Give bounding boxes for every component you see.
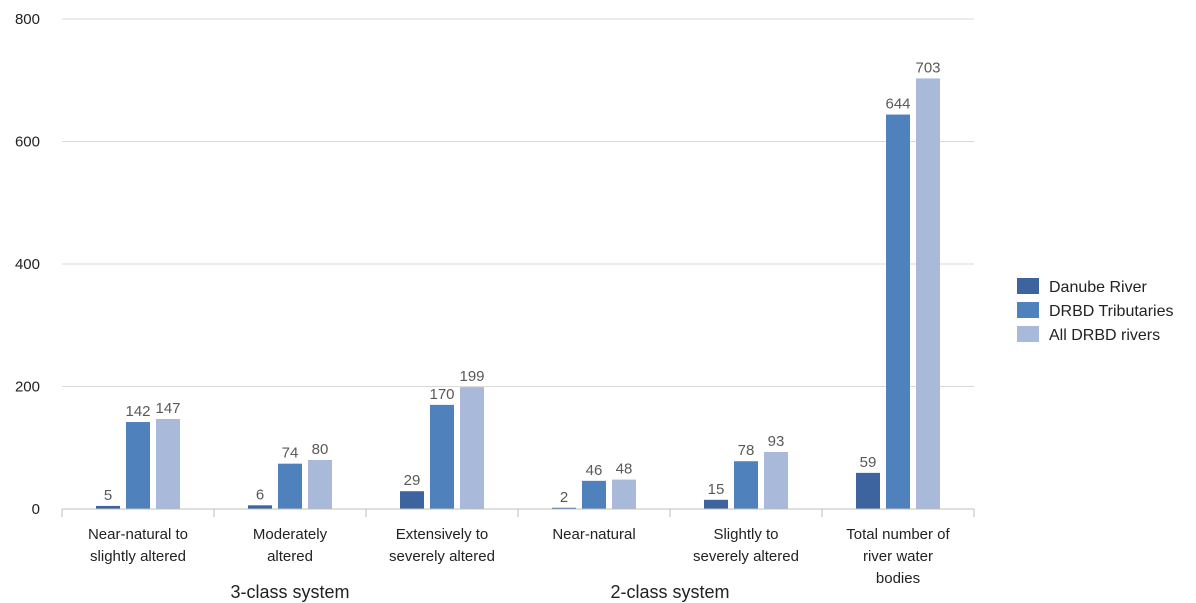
group-label: 2-class system [610, 582, 729, 602]
category-labels: Near-natural to slightly altered Moderatel… [88, 526, 951, 587]
data-label: 644 [885, 96, 910, 113]
y-axis-ticks: 0 200 400 600 800 [15, 11, 40, 518]
group-label: 3-class system [230, 582, 349, 602]
bar [400, 491, 424, 509]
category-label-line: Moderately [253, 526, 328, 543]
category-label-line: bodies [876, 570, 920, 587]
data-label: 48 [616, 461, 633, 478]
data-label: 142 [125, 403, 150, 420]
bar [916, 78, 940, 509]
data-label: 5 [104, 487, 112, 504]
bar [856, 472, 880, 509]
bar [764, 452, 788, 509]
legend-swatch [1017, 326, 1039, 342]
category-label: Near-natural [552, 526, 635, 543]
data-label: 2 [560, 489, 568, 506]
data-label: 74 [282, 445, 299, 462]
y-tick-label: 0 [32, 501, 40, 518]
legend-label: DRBD Tributaries [1049, 303, 1173, 320]
gridlines [62, 18, 974, 387]
data-label: 29 [404, 472, 421, 489]
data-label: 59 [860, 454, 877, 471]
category-label-line: slightly altered [90, 548, 186, 565]
data-label: 199 [459, 368, 484, 385]
category-label: Total number of river water bodies [846, 526, 950, 587]
category-label-line: Total number of [846, 526, 950, 543]
category-label-line: altered [267, 548, 313, 565]
category-label: Near-natural to slightly altered [88, 526, 188, 565]
bar [126, 422, 150, 509]
category-label-line: river water [863, 548, 933, 565]
bar [612, 479, 636, 509]
group-labels: 3-class system 2-class system [230, 582, 729, 602]
category-label: Moderately altered [253, 526, 328, 565]
legend-label: Danube River [1049, 279, 1148, 296]
bar [460, 387, 484, 509]
legend-swatch [1017, 302, 1039, 318]
data-label: 147 [155, 400, 180, 417]
bar [248, 505, 272, 509]
bar [886, 114, 910, 510]
category-label-line: Near-natural to [88, 526, 188, 543]
bars [96, 78, 940, 510]
legend-label: All DRBD rivers [1049, 327, 1160, 344]
bar [96, 505, 120, 509]
data-label: 170 [429, 386, 454, 403]
y-tick-label: 800 [15, 11, 40, 28]
data-label: 46 [586, 462, 603, 479]
category-label-line: Near-natural [552, 526, 635, 543]
bar [734, 461, 758, 509]
bar [430, 404, 454, 509]
data-label: 78 [738, 442, 755, 459]
legend-swatch [1017, 278, 1039, 294]
data-label: 6 [256, 486, 264, 503]
category-label-line: Slightly to [713, 526, 778, 543]
bar [156, 418, 180, 509]
category-label-line: Extensively to [396, 526, 489, 543]
data-label: 93 [768, 433, 785, 450]
y-tick-label: 400 [15, 256, 40, 273]
x-axis-ticks [61, 509, 975, 517]
legend: Danube River DRBD Tributaries All DRBD riv… [1017, 278, 1173, 344]
y-tick-label: 200 [15, 379, 40, 396]
category-label: Extensively to severely altered [389, 526, 495, 565]
bar [704, 499, 728, 509]
data-label: 80 [312, 441, 329, 458]
bar [278, 463, 302, 509]
category-label-line: severely altered [693, 548, 799, 565]
bar [552, 507, 576, 509]
data-label: 703 [915, 59, 940, 76]
bar [308, 460, 332, 509]
bar [582, 480, 606, 509]
data-label: 15 [708, 481, 725, 498]
y-tick-label: 600 [15, 134, 40, 151]
category-label: Slightly to severely altered [693, 526, 799, 565]
category-label-line: severely altered [389, 548, 495, 565]
